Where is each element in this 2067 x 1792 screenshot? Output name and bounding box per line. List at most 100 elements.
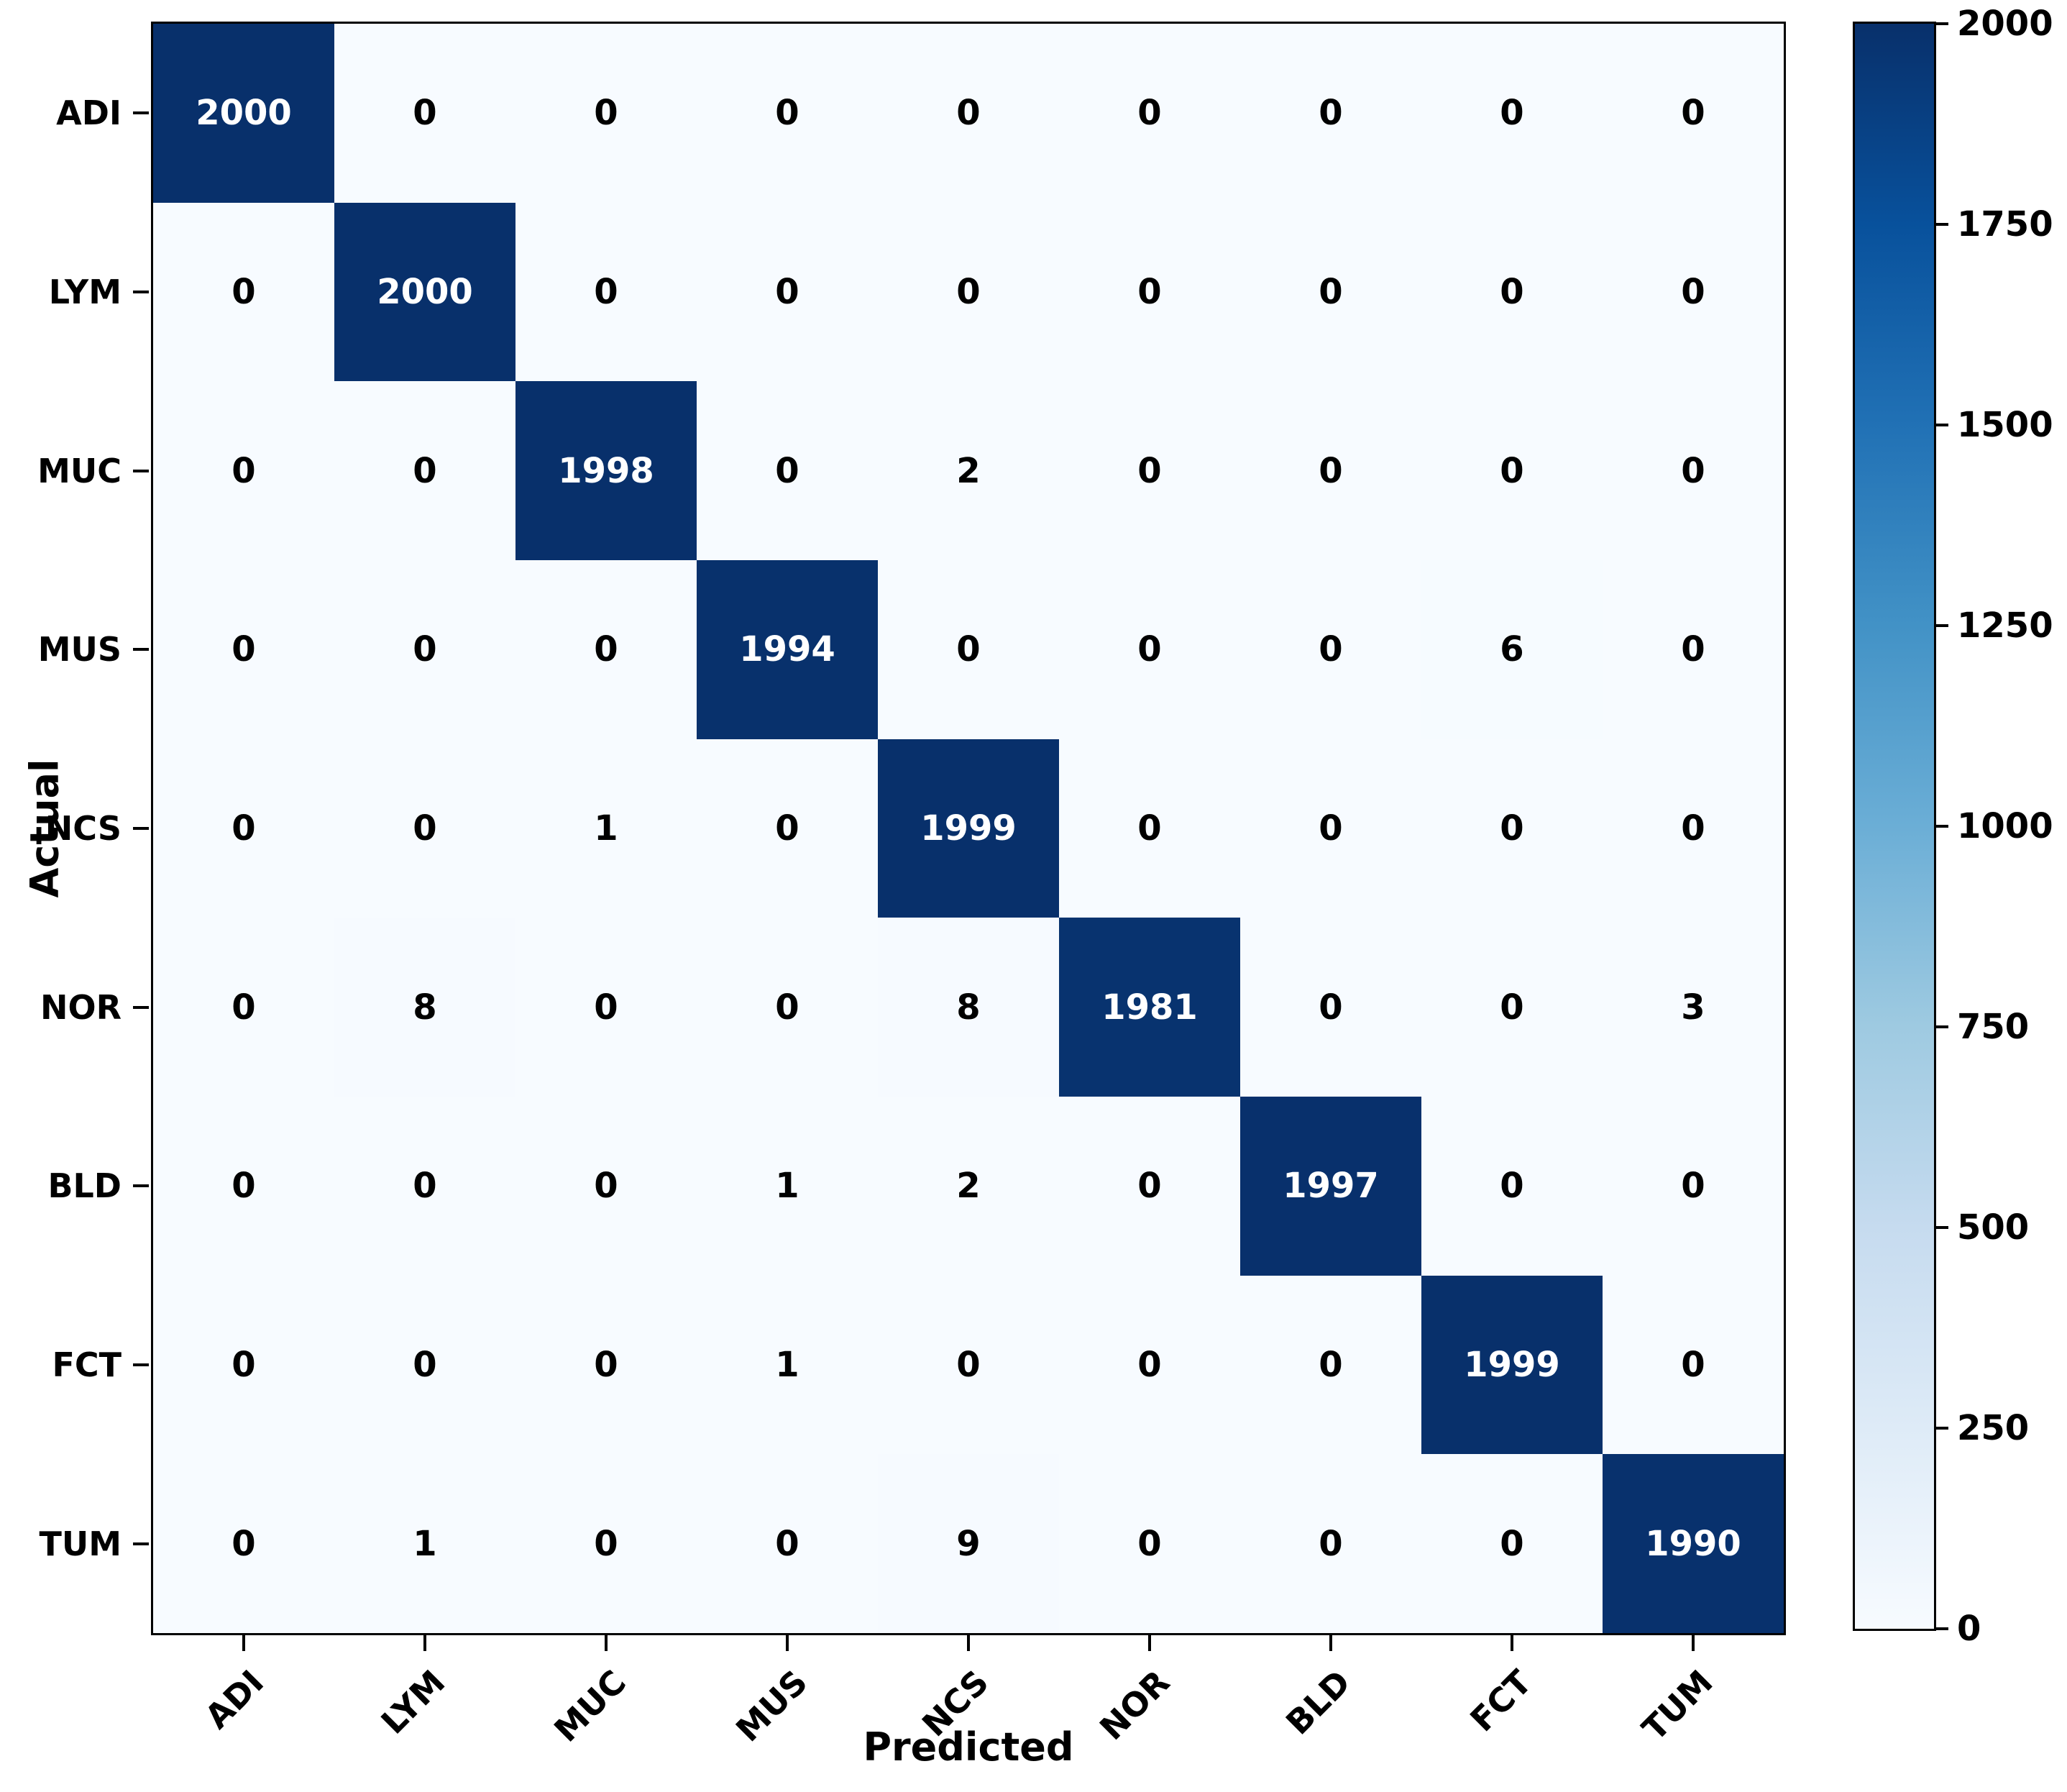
x-tick: LYM <box>334 1635 515 1786</box>
x-tick-label: TUM <box>1635 1663 1721 1749</box>
y-tick-label: MUS <box>0 560 149 739</box>
y-tick-label: FCT <box>0 1276 149 1455</box>
heatmap-cell: 1 <box>697 1275 878 1455</box>
colorbar-tick-label: 500 <box>1957 1207 2030 1248</box>
heatmap-cell: 0 <box>153 1275 334 1455</box>
heatmap-cell: 0 <box>153 560 334 739</box>
colorbar-tick-label: 250 <box>1957 1408 2030 1448</box>
x-tick-label: LYM <box>373 1663 453 1742</box>
y-tick-label: LYM <box>0 203 149 382</box>
heatmap-cell: 0 <box>878 24 1059 203</box>
heatmap-cell: 2 <box>878 381 1059 560</box>
y-tick-label: NCS <box>0 739 149 918</box>
heatmap-cell: 0 <box>515 560 697 739</box>
x-tick-label: MUC <box>546 1663 634 1750</box>
heatmap-cell: 0 <box>1421 918 1603 1097</box>
x-tick-label: BLD <box>1278 1663 1359 1742</box>
heatmap-cell: 2000 <box>153 24 334 203</box>
heatmap-cell: 0 <box>153 1454 334 1633</box>
heatmap-cell: 0 <box>1059 24 1240 203</box>
heatmap-cell: 0 <box>334 1275 515 1455</box>
colorbar-tick <box>1934 424 1948 426</box>
heatmap-cell: 0 <box>334 739 515 918</box>
heatmap-cell: 0 <box>1059 381 1240 560</box>
x-tick: TUM <box>1603 1635 1784 1786</box>
x-tick: ADI <box>153 1635 334 1786</box>
heatmap-cell: 0 <box>1603 202 1784 382</box>
heatmap-cell: 0 <box>878 202 1059 382</box>
heatmap-cell: 8 <box>334 918 515 1097</box>
colorbar-tick <box>1934 825 1948 828</box>
heatmap-cell: 0 <box>515 1275 697 1455</box>
heatmap-cell: 0 <box>515 1454 697 1633</box>
heatmap-cell: 0 <box>1059 1454 1240 1633</box>
heatmap-cell: 0 <box>697 202 878 382</box>
y-tick-label: TUM <box>0 1454 149 1633</box>
y-tick-labels: ADI LYM MUC MUS NCS NOR BLD FCT TUM <box>0 24 149 1633</box>
heatmap-cell: 3 <box>1603 918 1784 1097</box>
heatmap-cell: 0 <box>878 1275 1059 1455</box>
x-tick-labels: ADI LYM MUC MUS NCS NOR BLD FCT TUM <box>153 1635 1784 1786</box>
y-tick-label: MUC <box>0 381 149 560</box>
heatmap-cell: 0 <box>334 24 515 203</box>
heatmap-cell: 1 <box>334 1454 515 1633</box>
heatmap-cell: 1999 <box>1421 1275 1603 1455</box>
heatmap-cell: 0 <box>1240 1454 1421 1633</box>
colorbar-tick <box>1934 1226 1948 1229</box>
heatmap-cell: 0 <box>515 1097 697 1276</box>
colorbar-tick-label: 1750 <box>1957 204 2053 244</box>
heatmap-cell: 0 <box>1603 739 1784 918</box>
heatmap-cell: 0 <box>697 918 878 1097</box>
heatmap-cell: 0 <box>1240 560 1421 739</box>
heatmap-cell: 0 <box>334 1097 515 1276</box>
heatmap-cell: 0 <box>153 381 334 560</box>
colorbar-tick <box>1934 22 1948 25</box>
heatmap-cell: 0 <box>1240 918 1421 1097</box>
heatmap-cell: 0 <box>1240 739 1421 918</box>
heatmap-cell: 0 <box>1240 1275 1421 1455</box>
heatmap-cell: 2 <box>878 1097 1059 1276</box>
x-tick-label: ADI <box>197 1663 272 1737</box>
x-tick: NCS <box>878 1635 1059 1786</box>
heatmap-cell: 0 <box>153 202 334 382</box>
heatmap-cell: 0 <box>1603 560 1784 739</box>
heatmap-cell: 0 <box>1059 1275 1240 1455</box>
heatmap-cell: 0 <box>1240 381 1421 560</box>
heatmap-cell: 0 <box>1603 24 1784 203</box>
heatmap-cell: 1 <box>515 739 697 918</box>
heatmap-cell: 0 <box>878 560 1059 739</box>
heatmap-cell: 0 <box>1421 24 1603 203</box>
heatmap-cell: 0 <box>153 1097 334 1276</box>
colorbar-tick <box>1934 223 1948 226</box>
colorbar <box>1853 22 1936 1631</box>
colorbar-tick <box>1934 1627 1948 1630</box>
heatmap-cell: 1994 <box>697 560 878 739</box>
x-tick: BLD <box>1240 1635 1421 1786</box>
colorbar-tick <box>1934 1427 1948 1430</box>
heatmap-cell: 1 <box>697 1097 878 1276</box>
heatmap-cell: 1998 <box>515 381 697 560</box>
colorbar-tick-label: 0 <box>1957 1609 1981 1649</box>
heatmap-cell: 0 <box>1059 739 1240 918</box>
colorbar-tick <box>1934 624 1948 627</box>
heatmap-cell: 0 <box>697 739 878 918</box>
heatmap-cell: 0 <box>697 24 878 203</box>
heatmap-cell: 9 <box>878 1454 1059 1633</box>
x-tick: MUS <box>697 1635 878 1786</box>
heatmap-cell: 0 <box>1421 381 1603 560</box>
heatmap-cell: 0 <box>1059 202 1240 382</box>
heatmap-cell: 1999 <box>878 739 1059 918</box>
colorbar-tick-label: 2000 <box>1957 4 2053 44</box>
heatmap-cell: 0 <box>697 1454 878 1633</box>
heatmap-cell: 0 <box>515 918 697 1097</box>
heatmap-cell: 0 <box>515 24 697 203</box>
x-tick: MUC <box>515 1635 697 1786</box>
heatmap-cell: 2000 <box>334 202 515 382</box>
y-tick-label: ADI <box>0 24 149 203</box>
heatmap-cell: 0 <box>1603 1097 1784 1276</box>
heatmap-cell: 6 <box>1421 560 1603 739</box>
x-tick-label: FCT <box>1462 1663 1540 1740</box>
heatmap-cell: 0 <box>515 202 697 382</box>
heatmap-cell: 1990 <box>1603 1454 1784 1633</box>
heatmap-cell: 1997 <box>1240 1097 1421 1276</box>
